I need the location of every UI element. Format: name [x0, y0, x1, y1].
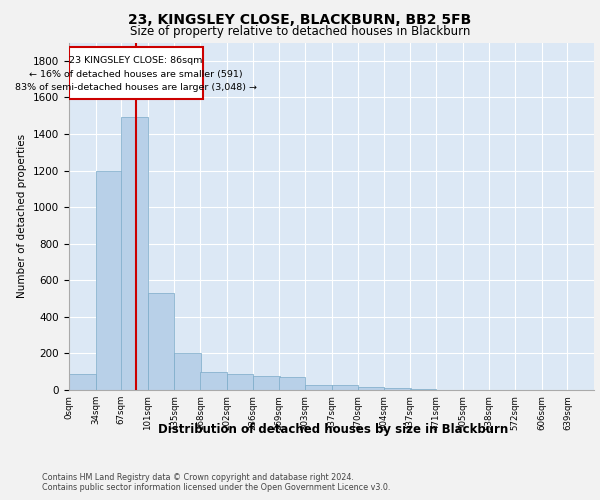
- Text: 23 KINGSLEY CLOSE: 86sqm: 23 KINGSLEY CLOSE: 86sqm: [70, 56, 203, 64]
- Bar: [148, 293, 175, 390]
- Text: Contains HM Land Registry data © Crown copyright and database right 2024.: Contains HM Land Registry data © Crown c…: [42, 472, 354, 482]
- Bar: [95, 170, 122, 390]
- Bar: [332, 385, 358, 390]
- Text: 83% of semi-detached houses are larger (3,048) →: 83% of semi-detached houses are larger (…: [15, 83, 257, 92]
- Bar: [384, 388, 410, 390]
- Text: Distribution of detached houses by size in Blackburn: Distribution of detached houses by size …: [158, 422, 508, 436]
- Bar: [69, 374, 95, 390]
- Bar: [279, 377, 305, 390]
- Bar: [121, 118, 148, 390]
- Y-axis label: Number of detached properties: Number of detached properties: [17, 134, 28, 298]
- Text: Size of property relative to detached houses in Blackburn: Size of property relative to detached ho…: [130, 25, 470, 38]
- Bar: [358, 388, 384, 390]
- Text: ← 16% of detached houses are smaller (591): ← 16% of detached houses are smaller (59…: [29, 70, 243, 78]
- Bar: [69, 47, 203, 99]
- Bar: [253, 376, 280, 390]
- Bar: [227, 374, 253, 390]
- Text: 23, KINGSLEY CLOSE, BLACKBURN, BB2 5FB: 23, KINGSLEY CLOSE, BLACKBURN, BB2 5FB: [128, 12, 472, 26]
- Bar: [410, 389, 436, 390]
- Bar: [200, 372, 227, 390]
- Bar: [175, 352, 201, 390]
- Bar: [305, 384, 332, 390]
- Text: Contains public sector information licensed under the Open Government Licence v3: Contains public sector information licen…: [42, 484, 391, 492]
